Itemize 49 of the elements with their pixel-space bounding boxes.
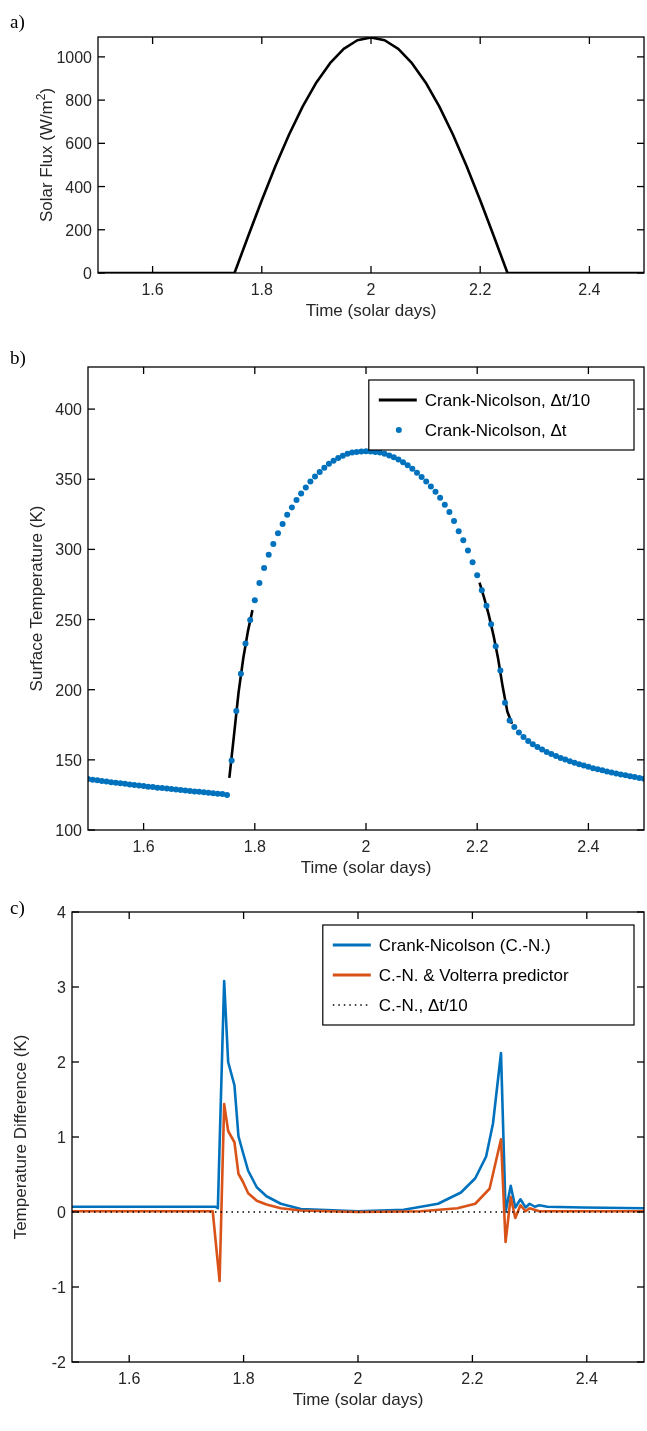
y-axis-title: Temperature Difference (K) xyxy=(11,1034,30,1240)
chart-title: a) xyxy=(10,11,25,33)
x-tick-label: 1.8 xyxy=(243,838,267,855)
y-tick-label: 600 xyxy=(65,135,93,153)
chart-title: c) xyxy=(10,897,25,919)
x-tick-label: 2.4 xyxy=(578,281,601,298)
y-tick-label: 400 xyxy=(65,178,93,196)
x-tick-label: 2.2 xyxy=(469,281,492,298)
legend-label: C.-N., Δt/10 xyxy=(378,996,468,1015)
x-tick-label: 2.4 xyxy=(577,838,600,855)
y-tick-label: 0 xyxy=(83,265,93,282)
y-tick-label: 350 xyxy=(55,471,83,489)
y-tick-label: 300 xyxy=(55,541,83,559)
legend-label: Crank-Nicolson, Δt/10 xyxy=(424,391,591,410)
y-tick-label: 100 xyxy=(55,822,83,839)
legend-label: C.-N. & Volterra predictor xyxy=(378,966,570,985)
y-tick-label: 400 xyxy=(55,401,83,419)
x-tick-label: 2.2 xyxy=(466,838,489,855)
chart-title: b) xyxy=(10,347,26,369)
x-tick-label: 2.4 xyxy=(575,1370,599,1387)
y-tick-label: 250 xyxy=(55,611,83,629)
y-tick-label: 2 xyxy=(57,1054,67,1071)
x-axis-title: Time (solar days) xyxy=(300,858,432,877)
legend-label: Crank-Nicolson (C.-N.) xyxy=(378,936,551,955)
x-tick-label: 2 xyxy=(361,838,371,855)
legend-label: Crank-Nicolson, Δt xyxy=(424,421,567,440)
y-axis-title: Surface Temperature (K) xyxy=(27,505,46,692)
y-tick-label: 0 xyxy=(57,1204,67,1221)
y-tick-label: 1 xyxy=(57,1129,67,1146)
x-tick-label: 2 xyxy=(353,1370,363,1387)
y-tick-label: 200 xyxy=(55,681,83,699)
y-tick-label: 1000 xyxy=(56,48,93,66)
x-tick-label: 2 xyxy=(366,281,376,298)
x-tick-label: 1.8 xyxy=(250,281,274,298)
x-tick-label: 1.6 xyxy=(141,281,164,298)
line-series xyxy=(72,1102,644,1283)
y-tick-label: 4 xyxy=(57,904,67,921)
y-tick-label: -2 xyxy=(51,1354,67,1371)
x-axis-title: Time (solar days) xyxy=(292,1390,424,1409)
y-tick-label: 3 xyxy=(57,979,67,996)
x-tick-label: 1.8 xyxy=(232,1370,255,1387)
x-tick-label: 2.2 xyxy=(461,1370,484,1387)
x-tick-label: 1.6 xyxy=(118,1370,141,1387)
y-tick-label: 150 xyxy=(55,751,83,769)
y-tick-label: 200 xyxy=(65,221,93,239)
x-tick-label: 1.6 xyxy=(132,838,155,855)
y-tick-label: -1 xyxy=(51,1279,67,1296)
x-axis-title: Time (solar days) xyxy=(305,301,437,320)
y-tick-label: 800 xyxy=(65,92,93,110)
